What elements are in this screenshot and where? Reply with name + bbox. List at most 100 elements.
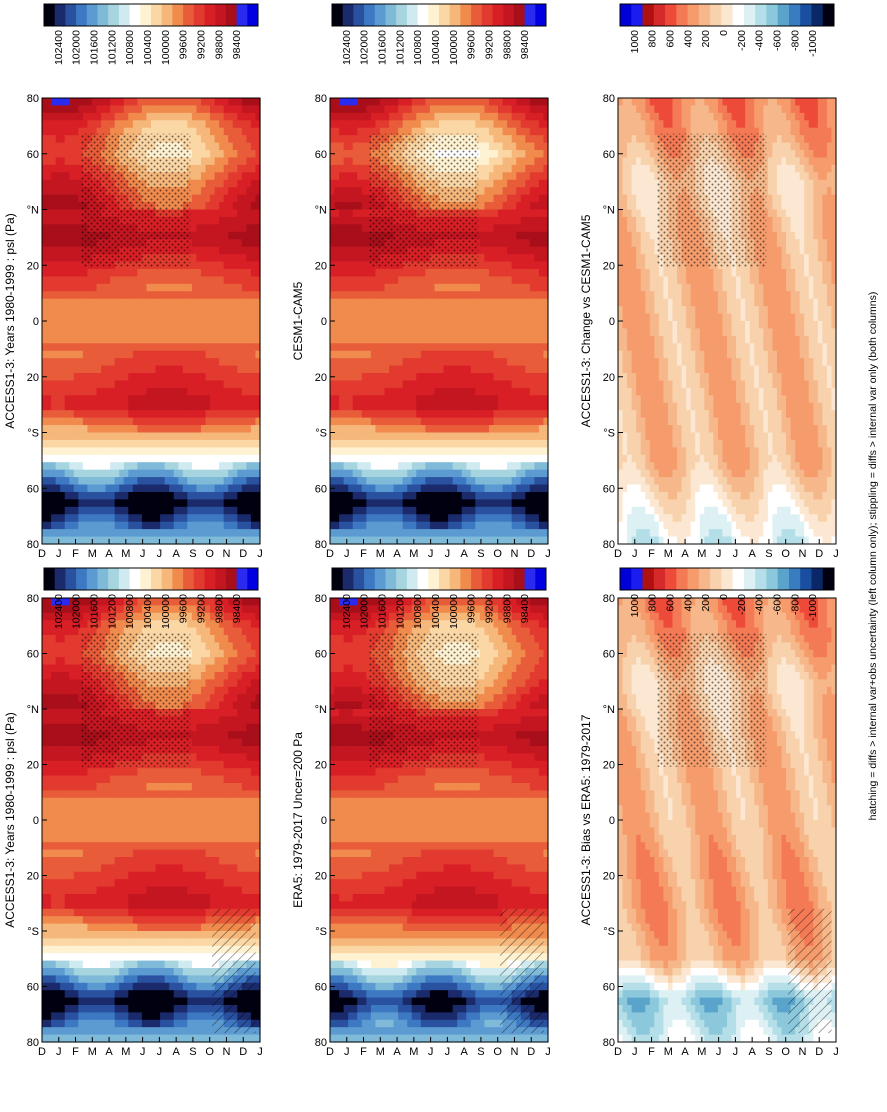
month-tick-label: J	[545, 1046, 551, 1058]
colorbar-label: 98400	[231, 30, 243, 59]
colorbar-swatch	[665, 4, 677, 26]
colorbar-label: 99200	[484, 594, 496, 623]
colorbar-swatch	[732, 568, 745, 590]
month-tick-label: J	[344, 548, 350, 560]
lat-tick-label: 20	[27, 871, 39, 883]
colorbar-swatch	[481, 568, 493, 590]
month-tick-label: J	[632, 1046, 638, 1058]
colorbar-label: 99200	[484, 30, 496, 59]
colorbar: 102400 102000 101600 101200 100800 100400 1000…	[331, 567, 547, 629]
month-tick-label: A	[173, 548, 181, 560]
month-tick-label: D	[326, 548, 334, 560]
colorbar-swatch	[247, 568, 259, 590]
lat-tick-label: °N	[603, 205, 615, 217]
footer-note: hatching = diffs > internal var+obs unce…	[867, 292, 879, 821]
colorbar-label: 400	[682, 30, 694, 48]
month-tick-label: A	[105, 548, 113, 560]
colorbar-swatch	[183, 4, 195, 26]
colorbar-swatch	[449, 568, 461, 590]
lat-tick-label: 20	[315, 871, 327, 883]
month-tick-label: D	[815, 1046, 823, 1058]
colorbar-label: 98400	[519, 30, 531, 59]
lat-tick-label: 60	[315, 649, 327, 661]
panel-title: ACCESS1-3: Years 1980-1999 : psl (Pa)	[3, 712, 17, 927]
month-tick-label: J	[257, 1046, 263, 1058]
colorbar-label: 101200	[394, 594, 406, 629]
colorbar-label: 100400	[142, 30, 154, 65]
colorbar-swatch	[471, 4, 483, 26]
colorbar-swatch	[631, 568, 644, 590]
colorbar-label: 99600	[178, 594, 190, 623]
colorbar-swatch	[406, 568, 419, 590]
colorbar-swatch	[653, 568, 666, 590]
month-tick-label: J	[445, 548, 451, 560]
colorbar-swatch	[151, 4, 163, 26]
colorbar-swatch	[161, 568, 173, 590]
colorbar-swatch	[204, 568, 216, 590]
lat-tick-label: 20	[603, 760, 615, 772]
panel-title: ACCESS1-3: Years 1980-1999 : psl (Pa)	[3, 213, 17, 428]
month-tick-label: J	[56, 1046, 62, 1058]
lat-tick-label: 20	[315, 372, 327, 384]
hatching	[212, 908, 256, 1034]
month-tick-label: M	[697, 548, 706, 560]
colorbar-swatch	[332, 568, 344, 590]
colorbar-label: 99200	[196, 30, 208, 59]
colorbar-label: 100000	[448, 30, 460, 65]
colorbar-swatch	[439, 4, 451, 26]
colorbar-swatch	[676, 568, 689, 590]
month-tick-label: A	[681, 1046, 689, 1058]
colorbar-label: 102400	[341, 30, 353, 65]
colorbar-label: -200	[736, 30, 748, 51]
lat-tick-label: 60	[27, 982, 39, 994]
panel-title: ACCESS1-3: Change vs CESM1-CAM5	[579, 214, 593, 427]
colorbar-swatch	[76, 4, 88, 26]
month-tick-label: J	[545, 548, 551, 560]
colorbar-label: 100800	[124, 30, 136, 65]
stippling	[657, 133, 767, 268]
colorbar-swatch	[687, 568, 700, 590]
colorbar-swatch	[129, 568, 141, 590]
colorbar-label: 0	[718, 30, 730, 36]
colorbar-swatch	[777, 4, 790, 26]
colorbar-swatch	[513, 568, 526, 590]
month-tick-label: J	[445, 1046, 451, 1058]
month-tick-label: M	[88, 548, 97, 560]
month-tick-label: A	[393, 548, 401, 560]
colorbar-swatch	[665, 568, 677, 590]
colorbar-swatch	[710, 568, 722, 590]
lat-tick-label: 60	[27, 149, 39, 161]
colorbar-label: 99600	[178, 30, 190, 59]
month-tick-label: O	[493, 1046, 502, 1058]
lat-tick-label: 60	[603, 982, 615, 994]
colorbar-label: -400	[754, 594, 766, 615]
month-tick-label: M	[88, 1046, 97, 1058]
month-tick-label: F	[648, 548, 655, 560]
lat-tick-label: 0	[33, 815, 39, 827]
colorbar-swatch	[172, 568, 184, 590]
lat-tick-label: 20	[27, 260, 39, 272]
colorbar-label: 102400	[53, 594, 65, 629]
lat-tick-label: 80	[27, 539, 39, 551]
lat-tick-label: 80	[27, 93, 39, 105]
lat-tick-label: 60	[603, 483, 615, 495]
colorbar-swatch	[236, 4, 248, 26]
colorbar-swatch	[788, 568, 801, 590]
lat-tick-label: 80	[603, 539, 615, 551]
colorbar-swatch	[172, 4, 184, 26]
lat-tick-label: 60	[603, 649, 615, 661]
lat-tick-label: 80	[603, 93, 615, 105]
colorbar-swatch	[236, 568, 248, 590]
lat-tick-label: °S	[603, 428, 615, 440]
colorbar-label: 102000	[71, 594, 83, 629]
month-tick-label: D	[527, 1046, 535, 1058]
lat-tick-label: °S	[315, 428, 327, 440]
colorbar-swatch	[193, 4, 205, 26]
colorbar-swatch	[364, 568, 376, 590]
colorbar-swatch	[76, 568, 88, 590]
colorbar-swatch	[743, 4, 756, 26]
month-tick-label: A	[173, 1046, 181, 1058]
colorbar-label: 200	[700, 30, 712, 48]
